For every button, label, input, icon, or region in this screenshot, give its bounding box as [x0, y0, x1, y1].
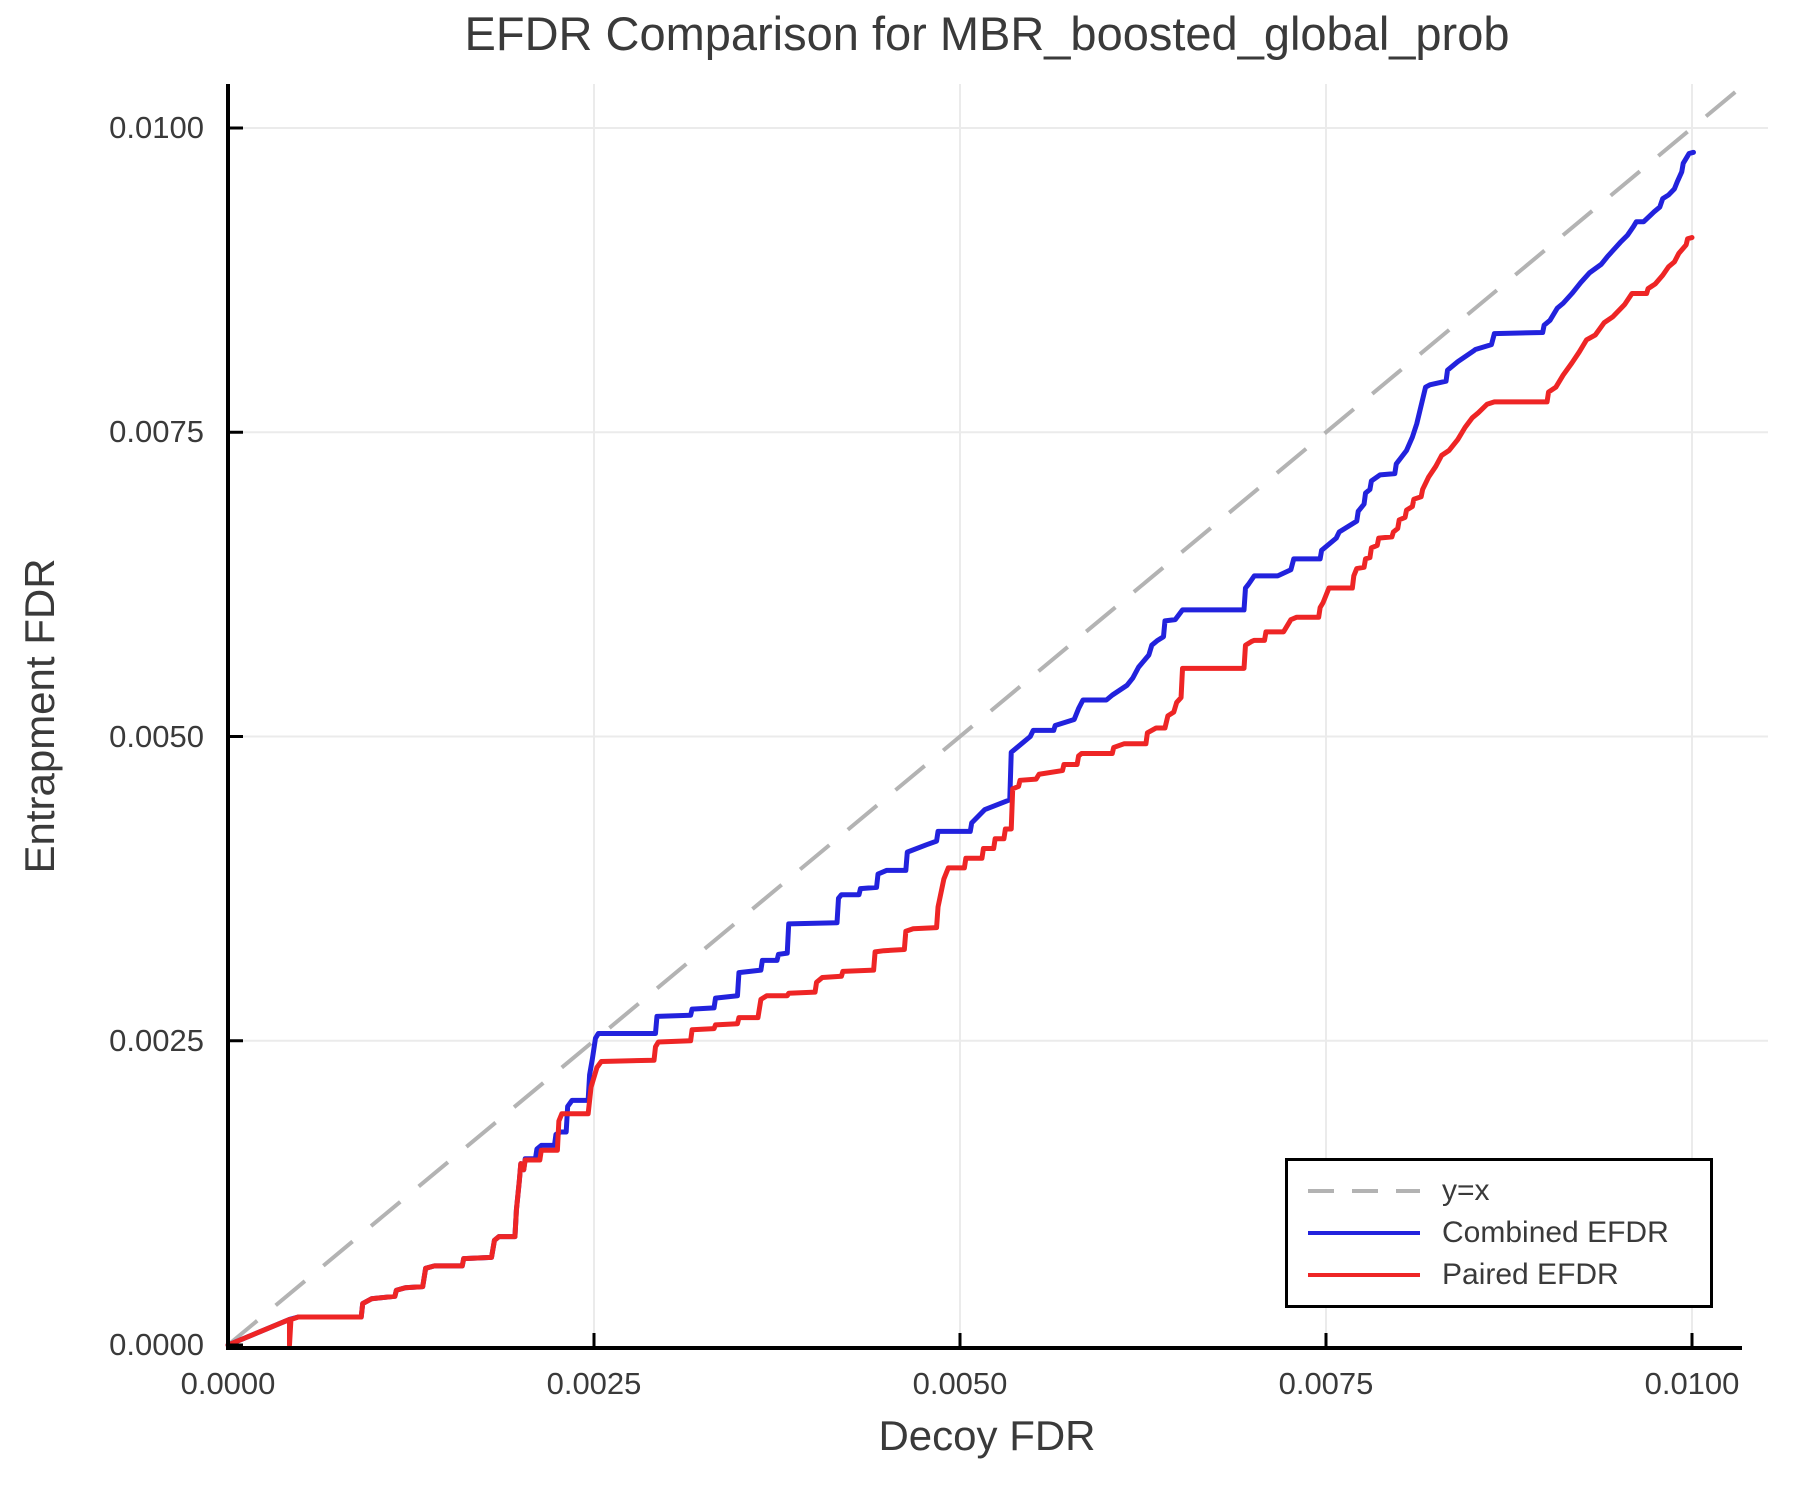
curve-combined-efdr — [225, 149, 1696, 1348]
legend-item-label: y=x — [1442, 1174, 1490, 1207]
chart-title: EFDR Comparison for MBR_boosted_global_p… — [464, 7, 1510, 60]
legend-line-sample-solid — [1308, 1231, 1420, 1235]
legend-item-label: Combined EFDR — [1442, 1216, 1669, 1249]
legend-item: Combined EFDR — [1308, 1215, 1710, 1251]
x-tick-label: 0.0000 — [180, 1366, 276, 1401]
curve-paired-efdr — [225, 235, 1695, 1348]
legend-item: Paired EFDR — [1308, 1257, 1710, 1293]
y-tick-label: 0.0050 — [109, 718, 204, 754]
legend-item-label: Paired EFDR — [1442, 1258, 1619, 1291]
reference-line-y-equals-x — [226, 77, 1752, 1347]
x-tick-label: 0.0075 — [1278, 1366, 1374, 1401]
y-tick-label: 0.0000 — [109, 1327, 204, 1362]
legend-item: y=x — [1308, 1173, 1710, 1209]
legend-line-sample-solid — [1308, 1273, 1420, 1277]
legend: y=x Combined EFDR Paired EFDR — [1285, 1158, 1713, 1308]
x-tick-label: 0.0050 — [912, 1366, 1008, 1401]
x-tick-label: 0.0100 — [1644, 1366, 1740, 1401]
x-axis-label: Decoy FDR — [878, 1412, 1096, 1459]
y-tick-label: 0.0075 — [109, 414, 204, 450]
y-tick-label: 0.0025 — [109, 1022, 204, 1058]
y-tick-label: 0.0100 — [109, 110, 204, 145]
x-tick-label: 0.0025 — [546, 1366, 642, 1401]
legend-line-sample-dashed — [1308, 1189, 1420, 1193]
